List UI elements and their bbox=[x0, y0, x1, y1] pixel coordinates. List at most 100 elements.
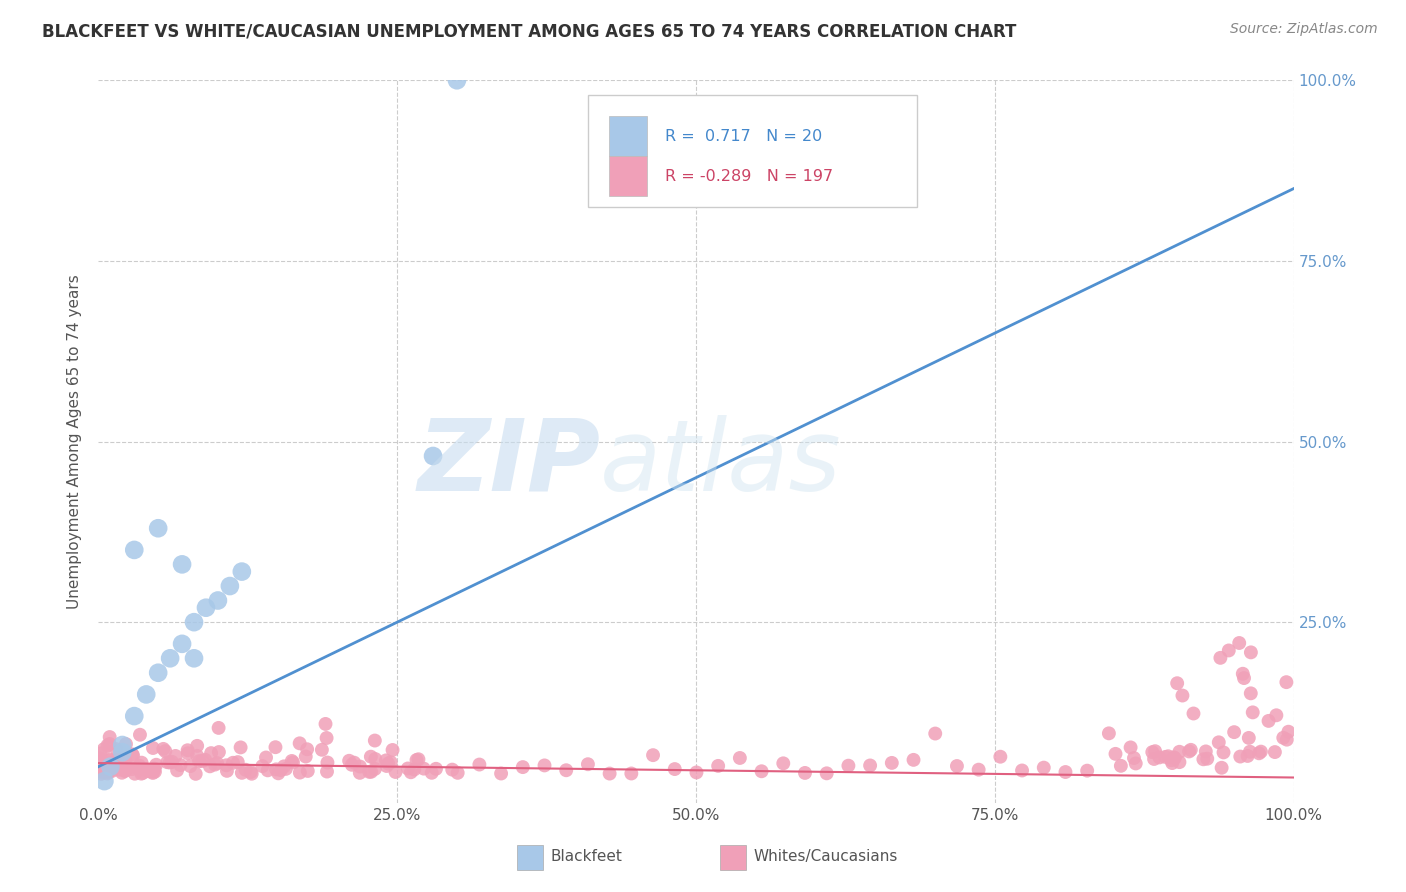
Point bbox=[93, 742, 115, 756]
Point bbox=[375, 759, 398, 773]
Point bbox=[399, 765, 422, 780]
Point bbox=[1227, 636, 1250, 650]
Point bbox=[1275, 732, 1298, 747]
Point bbox=[135, 687, 157, 701]
Point bbox=[468, 757, 491, 772]
Point bbox=[256, 764, 278, 778]
Point bbox=[142, 741, 165, 756]
Point bbox=[664, 762, 686, 776]
Point bbox=[1275, 675, 1298, 690]
Point bbox=[772, 756, 794, 771]
Point bbox=[620, 766, 643, 780]
Point bbox=[114, 755, 136, 769]
Point bbox=[364, 733, 387, 747]
Point bbox=[364, 752, 387, 766]
Point bbox=[96, 739, 118, 753]
Point bbox=[91, 759, 114, 773]
Point bbox=[98, 737, 121, 751]
Point bbox=[108, 758, 131, 772]
Point bbox=[97, 764, 120, 778]
Point bbox=[408, 752, 430, 766]
Point bbox=[281, 756, 304, 770]
Point bbox=[101, 762, 124, 776]
Point bbox=[315, 717, 337, 731]
Point bbox=[316, 764, 339, 779]
Point bbox=[135, 762, 157, 776]
Point bbox=[131, 763, 153, 777]
Point bbox=[204, 757, 226, 772]
Point bbox=[172, 637, 194, 651]
Point bbox=[794, 766, 817, 780]
Point bbox=[343, 756, 366, 770]
Point bbox=[270, 763, 292, 777]
Point bbox=[924, 726, 946, 740]
Point bbox=[364, 762, 387, 776]
Point bbox=[340, 757, 363, 772]
Point bbox=[1180, 743, 1202, 757]
Point bbox=[198, 759, 221, 773]
Point bbox=[235, 763, 257, 777]
Point bbox=[90, 766, 112, 780]
Point bbox=[1142, 745, 1164, 759]
Point bbox=[231, 765, 253, 780]
Point bbox=[143, 764, 166, 779]
Point bbox=[349, 759, 371, 773]
Point bbox=[1109, 759, 1132, 773]
Point bbox=[316, 756, 339, 770]
Point bbox=[349, 765, 371, 780]
Point bbox=[1272, 731, 1295, 745]
Point bbox=[179, 759, 201, 773]
Point bbox=[127, 761, 149, 775]
Point bbox=[1197, 752, 1219, 766]
Point bbox=[169, 758, 191, 772]
Point bbox=[380, 756, 402, 770]
Point bbox=[207, 721, 229, 735]
Point bbox=[176, 743, 198, 757]
Point bbox=[1209, 650, 1232, 665]
Text: R = -0.289   N = 197: R = -0.289 N = 197 bbox=[665, 169, 832, 184]
Point bbox=[98, 754, 122, 768]
Point bbox=[1232, 666, 1254, 681]
Point bbox=[200, 746, 222, 760]
Point bbox=[1164, 751, 1187, 765]
Point bbox=[1157, 749, 1180, 764]
Point bbox=[1143, 752, 1166, 766]
Point bbox=[988, 749, 1011, 764]
Point bbox=[1178, 744, 1201, 758]
Point bbox=[396, 762, 419, 776]
Point bbox=[194, 753, 217, 767]
Point bbox=[311, 743, 333, 757]
Point bbox=[294, 749, 316, 764]
Point bbox=[159, 756, 181, 770]
Point bbox=[967, 763, 990, 777]
Point bbox=[231, 565, 253, 579]
Point bbox=[142, 763, 165, 777]
Point bbox=[142, 766, 165, 780]
Point bbox=[122, 748, 145, 763]
Point bbox=[188, 754, 211, 768]
Point bbox=[1264, 745, 1286, 759]
Point bbox=[1223, 725, 1246, 739]
Point bbox=[121, 762, 143, 776]
Point bbox=[447, 765, 470, 780]
Point bbox=[315, 731, 337, 745]
Point bbox=[1154, 750, 1177, 764]
Point bbox=[115, 737, 138, 751]
Point bbox=[375, 753, 398, 767]
Point bbox=[1208, 735, 1230, 749]
Point bbox=[1239, 745, 1261, 759]
Point bbox=[381, 743, 404, 757]
Point bbox=[105, 742, 128, 756]
Point bbox=[91, 765, 114, 780]
Point bbox=[90, 754, 112, 768]
Point bbox=[1168, 755, 1191, 769]
Point bbox=[1168, 745, 1191, 759]
Point bbox=[108, 757, 131, 772]
Point bbox=[422, 449, 444, 463]
Point bbox=[599, 766, 621, 780]
Point bbox=[205, 756, 228, 770]
Point bbox=[512, 760, 534, 774]
Point bbox=[1247, 746, 1270, 760]
Point bbox=[288, 765, 311, 780]
Point bbox=[132, 765, 155, 780]
